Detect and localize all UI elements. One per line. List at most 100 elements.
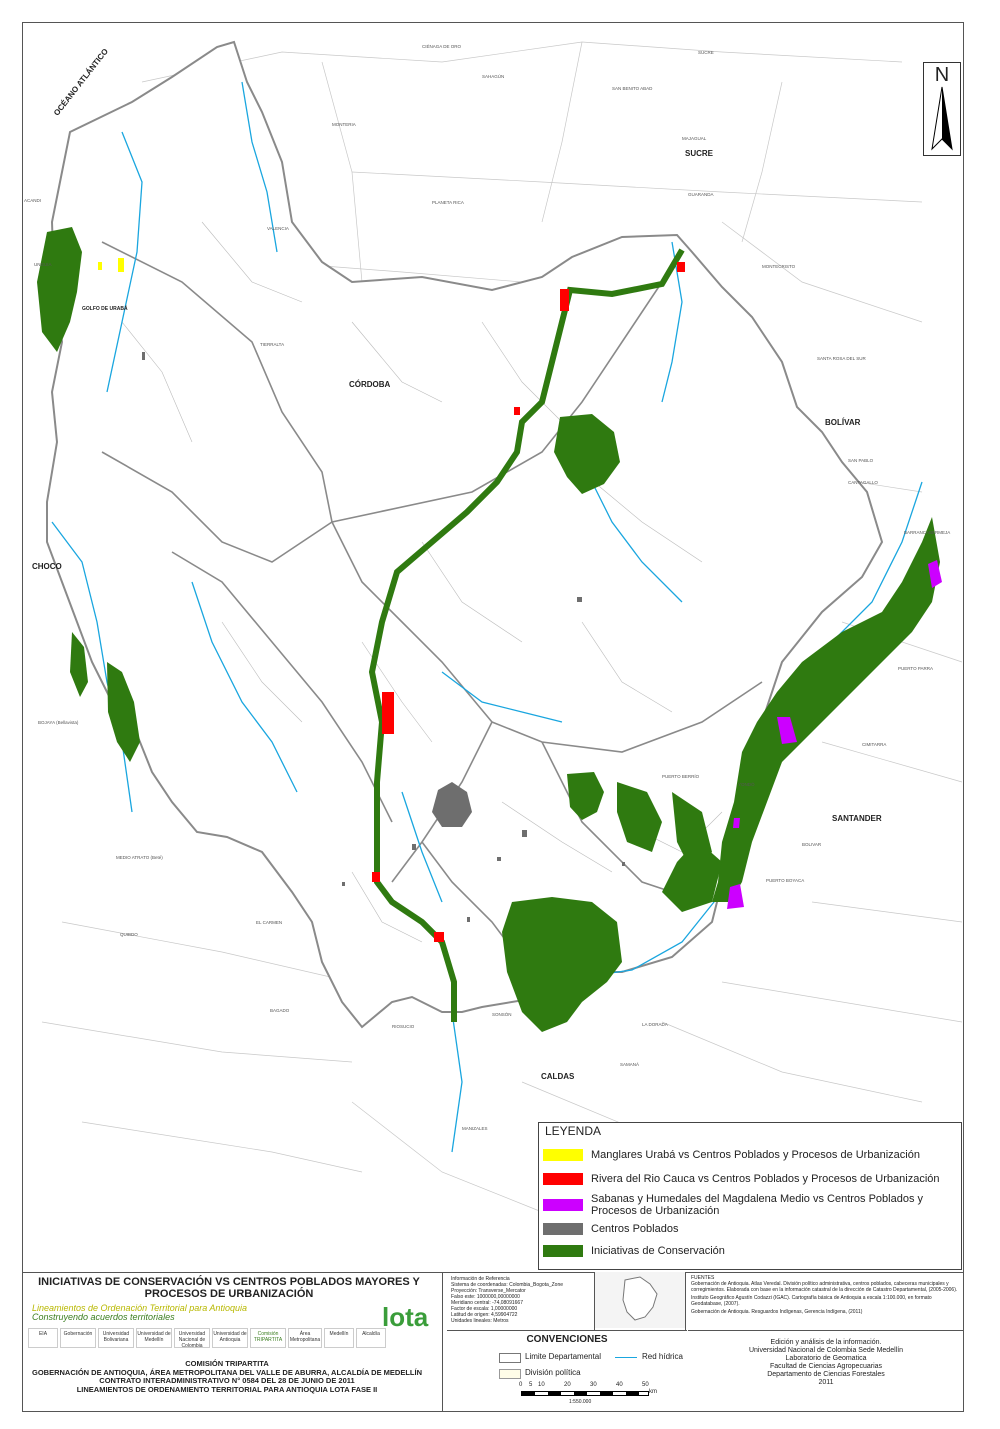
legend-label: Iniciativas de Conservación [591,1245,725,1257]
place-label: PUERTO BERRÍO [662,774,700,779]
ref-line: Sistema de coordenadas: Colombia_Bogota_… [451,1282,564,1288]
comision-line: GOBERNACIÓN DE ANTIOQUIA, ÁREA METROPOLI… [32,1367,422,1377]
logo-lota: lota [382,1302,429,1332]
ref-line: Factor de escala: 1,00000000 [451,1306,518,1312]
legend-title: LEYENDA [545,1124,602,1138]
place-label: UNGUIA [34,262,52,267]
scale-tick: 20 [564,1382,571,1388]
legend-swatch-yellow [543,1149,583,1161]
map-canvas [37,40,963,1213]
legend-label: Rivera del Rio Cauca vs Centros Poblados… [591,1173,940,1185]
place-label: PLANETA RICA [432,200,464,205]
place-label: SUCRE [698,50,714,55]
place-label: TIERRALTA [260,342,285,347]
fuentes-block: FUENTES Gobernación de Antioquia. Atlas … [688,1272,964,1330]
antioquia-boundary [46,40,884,1029]
place-label: GOLFO DE URABÁ [82,306,128,312]
legend-swatch-green [543,1245,583,1257]
logo-medellin: Medellín [324,1328,354,1348]
place-label: SAMANÁ [620,1062,640,1067]
locator-map [594,1272,686,1330]
logo-eia: EIA [28,1328,58,1348]
subtitle-lineamientos: Lineamientos de Ordenación Territorial p… [32,1303,247,1313]
credit-line: Facultad de Ciencias Agropecuarias [769,1363,883,1370]
scale-tick: 5 [529,1382,533,1388]
credit-line: Departamento de Ciencias Forestales [767,1371,885,1378]
uraba-mangrove-zones [98,258,124,272]
place-label: SANTA ROSA DEL SUR [817,356,866,361]
credit-line: Universidad Nacional de Colombia Sede Me… [748,1347,904,1354]
cauca-conflict-zones [372,262,685,942]
comision-line: COMISIÓN TRIPARTITA [185,1359,269,1368]
logo-gobernacion: Gobernación [60,1328,96,1348]
scale-tick: 0 [519,1382,523,1388]
dept-label-caldas: CALDAS [541,1072,575,1081]
info-panel: INICIATIVAS DE CONSERVACIÓN VS CENTROS P… [22,1272,964,1412]
division-swatch [499,1369,521,1379]
place-label: SAN BENITO ABAD [612,86,653,91]
place-label: CIÉNAGA DE ORO [422,44,462,49]
centros-poblados [142,352,625,922]
conventions: CONVENCIONES Limite Departamental Red hí… [447,1330,687,1412]
place-label: MAJAGUAL [682,136,707,141]
map-frame: OCÉANO ATLÁNTICO CÓRDOBA SUCRE BOLÍVAR C… [22,22,964,1270]
place-label: BOJAYA (Bellavista) [38,720,79,725]
place-label: MONTECRISTO [762,264,796,269]
scale-ratio: 1:550.000 [569,1399,592,1405]
logo-area-metropolitana: Área Metropolitana [288,1328,322,1348]
scale-tick: 30 [590,1382,597,1388]
place-label: MEDIO ATRATO (Beté) [116,855,163,860]
dept-label-cordoba: CÓRDOBA [349,380,391,389]
legend-label: Sabanas y Humedales del Magdalena Medio … [591,1193,924,1217]
place-label: CANTAGALLO [848,480,878,485]
dept-label-choco: CHOCO [32,562,62,571]
panel-divider [22,1272,964,1273]
place-label: BAGADO [270,1008,290,1013]
river-network [51,81,923,1153]
place-label: SAHAGÚN [482,74,505,79]
subtitle-acuerdos: Construyendo acuerdos territoriales [32,1312,175,1322]
logo-udea: Universidad de Antioquia [212,1328,248,1348]
credit-line: Laboratorio de Geomatica [785,1355,867,1362]
place-label: LA DORADA [642,1022,668,1027]
logo-unal: Universidad Nacional de Colombia [174,1328,210,1348]
scale-tick: 10 [538,1382,545,1388]
ref-line: Información de Referencia [451,1276,510,1282]
legend: LEYENDA Manglares Urabá vs Centros Pobla… [538,1122,962,1270]
place-label: GUARANDA [688,192,714,197]
municipal-boundaries [121,221,723,943]
place-label: PUERTO PARRA [898,666,934,671]
place-label: MANIZALES [462,1126,488,1131]
place-label: CIMITARRA [862,742,887,747]
red-hidrica-label: Red hídrica [642,1352,683,1361]
place-label: SONSÓN [492,1012,512,1017]
place-label: BARRANCABERMEJA [904,530,951,535]
place-label: SAN PABLO [848,458,874,463]
magdalena-conflict-zones [727,560,942,909]
dept-label-bolivar: BOLÍVAR [825,418,861,427]
logo-bolivariana: Universidad Bolivariana [98,1328,134,1348]
reference-info: Información de Referencia Sistema de coo… [447,1272,592,1330]
credits-block: Edición y análisis de la información. Un… [688,1330,964,1412]
ref-line: Meridiano central: -74,08091667 [451,1300,523,1306]
comision-block: COMISIÓN TRIPARTITA GOBERNACIÓN DE ANTIO… [22,1359,432,1394]
legend-swatch-grey [543,1223,583,1235]
scale-unit: km [649,1389,657,1395]
ref-line: Falso este: 1000000,00000000 [451,1294,520,1300]
locator-map-icon [595,1272,685,1328]
ref-line: Unidades lineales: Metros [451,1318,509,1324]
legend-label: Manglares Urabá vs Centros Poblados y Pr… [591,1149,920,1161]
red-hidrica-swatch [615,1357,637,1358]
conservation-areas [37,227,940,1032]
scale-tick: 40 [616,1382,623,1388]
legend-swatch-purple [543,1199,583,1211]
scale-tick: 50 [642,1382,649,1388]
place-label: BOLIVAR [802,842,822,847]
ref-line: Proyección: Transverse_Mercator [451,1288,526,1294]
place-label: YONDÓ [738,782,755,787]
cauca-conservation-corridor [368,248,685,1022]
place-label: MONTERIA [332,122,356,127]
place-label: QUIBDO [120,932,138,937]
conventions-title: CONVENCIONES [526,1334,608,1345]
place-label: PUERTO BOYACA [766,878,805,883]
